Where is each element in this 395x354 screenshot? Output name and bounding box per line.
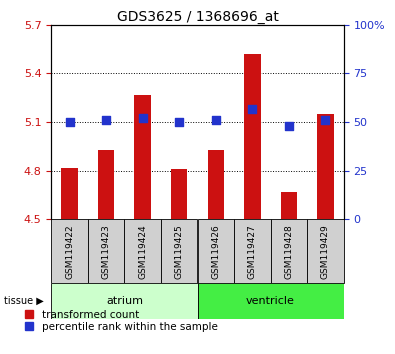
Bar: [98, 150, 115, 219]
Bar: [234, 219, 271, 283]
Bar: [198, 283, 344, 319]
Legend: transformed count, percentile rank within the sample: transformed count, percentile rank withi…: [25, 310, 218, 332]
Bar: [51, 283, 198, 319]
Bar: [307, 219, 344, 283]
Text: GSM119422: GSM119422: [65, 224, 74, 279]
Bar: [161, 219, 198, 283]
Bar: [271, 219, 307, 283]
Bar: [280, 192, 297, 219]
Bar: [124, 219, 161, 283]
Text: GSM119423: GSM119423: [102, 224, 111, 279]
Point: [66, 119, 73, 125]
Text: GSM119428: GSM119428: [284, 224, 293, 279]
Point: [322, 118, 329, 123]
Bar: [61, 167, 78, 219]
Bar: [171, 169, 188, 219]
Point: [139, 115, 146, 121]
Text: GSM119429: GSM119429: [321, 224, 330, 279]
Text: GSM119427: GSM119427: [248, 224, 257, 279]
Text: GSM119426: GSM119426: [211, 224, 220, 279]
Text: ventricle: ventricle: [246, 296, 295, 306]
Text: tissue ▶: tissue ▶: [4, 296, 43, 306]
Bar: [317, 114, 334, 219]
Bar: [51, 219, 88, 283]
Bar: [244, 54, 261, 219]
Bar: [134, 95, 151, 219]
Point: [286, 123, 292, 129]
Point: [176, 119, 182, 125]
Text: GSM119425: GSM119425: [175, 224, 184, 279]
Text: atrium: atrium: [106, 296, 143, 306]
Point: [249, 105, 256, 111]
Text: GSM119424: GSM119424: [138, 224, 147, 279]
Bar: [198, 219, 234, 283]
Point: [213, 118, 219, 123]
Title: GDS3625 / 1368696_at: GDS3625 / 1368696_at: [117, 10, 278, 24]
Point: [103, 118, 109, 123]
Bar: [88, 219, 124, 283]
Bar: [207, 150, 224, 219]
